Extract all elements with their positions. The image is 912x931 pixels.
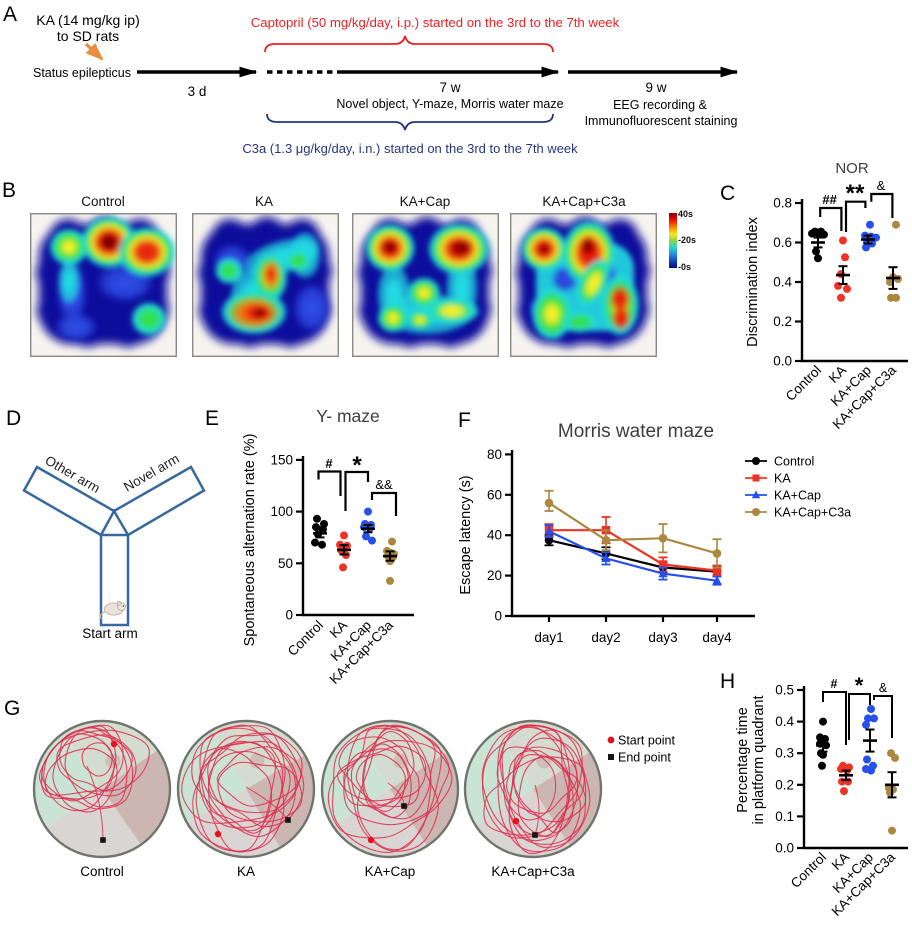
svg-text:EEG recording &: EEG recording & [613,98,707,112]
svg-text:0.2: 0.2 [773,314,792,329]
svg-text:0.1: 0.1 [775,809,794,824]
svg-text:KA: KA [774,472,791,486]
svg-text:Spontaneous alternation rate (: Spontaneous alternation rate (%) [242,434,258,647]
svg-text:in platform quadrant: in platform quadrant [751,696,767,825]
svg-text:0.4: 0.4 [775,714,794,729]
svg-text:Control: Control [774,455,814,469]
svg-text:##: ## [822,192,837,207]
svg-text:KA+Cap: KA+Cap [365,864,416,879]
svg-text:KA: KA [255,194,273,209]
svg-text:Start arm: Start arm [82,626,138,641]
svg-text:0.5: 0.5 [775,683,794,698]
svg-text:KA+Cap: KA+Cap [400,194,451,209]
svg-text:Control: Control [81,194,125,209]
svg-text:&&: && [375,477,393,492]
svg-text:H: H [720,670,735,693]
svg-text:G: G [4,697,20,720]
svg-text:0.8: 0.8 [773,196,792,211]
svg-text:Morris water maze: Morris water maze [558,421,714,442]
svg-text:KA+Cap+C3a: KA+Cap+C3a [774,506,851,520]
svg-text:*: * [855,673,864,698]
svg-text:End point: End point [618,751,671,765]
svg-text:0: 0 [285,608,293,623]
svg-text:day4: day4 [702,630,732,645]
svg-text:Control: Control [788,850,829,891]
svg-text:KA: KA [237,864,255,879]
svg-text:day2: day2 [591,630,620,645]
svg-text:60: 60 [487,487,502,502]
svg-text:0.0: 0.0 [775,841,794,856]
svg-text:Control: Control [285,618,326,659]
svg-text:7 w: 7 w [439,80,460,95]
svg-text:Novel arm: Novel arm [121,451,182,495]
svg-text:-20s: -20s [678,235,696,245]
svg-text:&: & [877,178,886,193]
svg-text:Status epilepticus: Status epilepticus [33,66,131,80]
svg-text:#: # [831,677,838,691]
svg-text:Start point: Start point [618,734,676,748]
svg-text:KA+Cap+C3a: KA+Cap+C3a [491,864,575,879]
svg-text:Novel object, Y-maze, Morris w: Novel object, Y-maze, Morris water maze [336,97,563,111]
svg-text:C: C [720,182,735,205]
svg-text:0.2: 0.2 [775,777,794,792]
svg-text:Percentage time: Percentage time [735,707,751,813]
svg-text:KA+Cap: KA+Cap [774,489,821,503]
svg-text:#: # [325,456,333,471]
svg-text:40: 40 [487,528,502,543]
svg-text:40s: 40s [678,209,693,219]
svg-text:0: 0 [494,609,502,624]
svg-text:9 w: 9 w [645,80,666,95]
svg-text:day1: day1 [534,630,563,645]
svg-text:C3a (1.3 μg/kg/day, i.n.) star: C3a (1.3 μg/kg/day, i.n.) started on the… [242,141,578,156]
svg-text:B: B [2,179,16,202]
svg-text:A: A [3,3,17,26]
svg-text:F: F [458,409,471,432]
svg-text:to SD rats: to SD rats [57,28,119,44]
svg-text:Discrimination index: Discrimination index [745,216,761,346]
svg-text:-0s: -0s [678,262,691,272]
svg-text:150: 150 [270,452,293,467]
svg-text:80: 80 [487,447,502,462]
svg-text:KA (14 mg/kg ip): KA (14 mg/kg ip) [36,12,140,28]
svg-text:E: E [205,407,219,430]
svg-text:NOR: NOR [835,160,869,177]
svg-text:0.4: 0.4 [773,275,792,290]
svg-text:&: & [879,681,888,695]
svg-text:0.0: 0.0 [773,354,792,369]
svg-text:D: D [6,407,21,430]
svg-text:Escape latency (s): Escape latency (s) [458,475,474,594]
svg-text:Y- maze: Y- maze [316,406,380,426]
svg-text:*: * [352,452,362,479]
svg-text:**: ** [846,180,865,207]
svg-text:Captopril (50 mg/kg/day, i.p.): Captopril (50 mg/kg/day, i.p.) started o… [251,15,620,30]
svg-text:KA+Cap+C3a: KA+Cap+C3a [542,194,626,209]
svg-text:0.3: 0.3 [775,746,794,761]
svg-text:Control: Control [80,864,124,879]
svg-text:3 d: 3 d [188,84,207,99]
svg-text:100: 100 [270,504,293,519]
svg-text:50: 50 [278,556,293,571]
svg-text:0.6: 0.6 [773,235,792,250]
svg-text:20: 20 [487,568,502,583]
svg-text:day3: day3 [648,630,677,645]
svg-text:Immunofluorescent staining: Immunofluorescent staining [585,114,738,128]
